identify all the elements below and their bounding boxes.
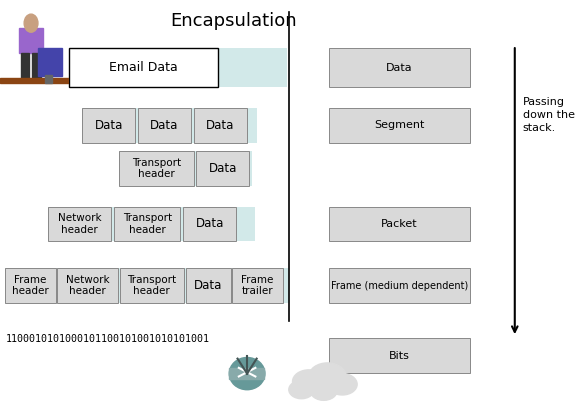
FancyBboxPatch shape (329, 48, 469, 88)
Text: Data: Data (206, 119, 234, 132)
Text: Data: Data (386, 63, 412, 73)
FancyBboxPatch shape (196, 151, 249, 186)
FancyBboxPatch shape (119, 151, 252, 186)
Text: Frame (medium dependent): Frame (medium dependent) (331, 281, 468, 291)
Text: Bits: Bits (389, 351, 410, 360)
Text: Encapsulation: Encapsulation (170, 12, 297, 30)
Text: Frame
header: Frame header (12, 275, 49, 296)
FancyBboxPatch shape (120, 268, 184, 303)
FancyBboxPatch shape (119, 151, 194, 186)
Text: Data: Data (150, 119, 179, 132)
FancyBboxPatch shape (48, 206, 255, 241)
Text: Segment: Segment (374, 120, 425, 130)
FancyBboxPatch shape (183, 206, 236, 241)
FancyBboxPatch shape (329, 108, 469, 143)
FancyBboxPatch shape (138, 108, 191, 143)
Text: Passing
down the
stack.: Passing down the stack. (523, 97, 575, 133)
FancyBboxPatch shape (82, 108, 135, 143)
Text: 1100010101000101100101001010101001: 1100010101000101100101001010101001 (5, 334, 209, 344)
FancyBboxPatch shape (69, 48, 287, 88)
FancyBboxPatch shape (329, 206, 469, 241)
Text: Data: Data (94, 119, 123, 132)
FancyBboxPatch shape (69, 48, 218, 88)
FancyBboxPatch shape (233, 268, 283, 303)
Text: Packet: Packet (381, 219, 418, 229)
Text: Frame
trailer: Frame trailer (241, 275, 274, 296)
Text: Data: Data (194, 279, 222, 292)
FancyBboxPatch shape (194, 108, 247, 143)
Text: Data: Data (209, 162, 237, 175)
Text: Transport
header: Transport header (132, 158, 181, 179)
FancyBboxPatch shape (114, 206, 180, 241)
FancyBboxPatch shape (5, 268, 289, 303)
Text: Transport
header: Transport header (123, 213, 172, 235)
FancyBboxPatch shape (5, 268, 56, 303)
Text: Transport
header: Transport header (127, 275, 176, 296)
FancyBboxPatch shape (329, 268, 469, 303)
FancyBboxPatch shape (185, 268, 231, 303)
Text: Email Data: Email Data (109, 61, 177, 74)
Text: Network
header: Network header (66, 275, 109, 296)
FancyBboxPatch shape (329, 338, 469, 373)
FancyBboxPatch shape (48, 206, 111, 241)
Text: Network
header: Network header (58, 213, 101, 235)
FancyBboxPatch shape (82, 108, 257, 143)
FancyBboxPatch shape (58, 268, 118, 303)
Text: Data: Data (195, 217, 224, 231)
